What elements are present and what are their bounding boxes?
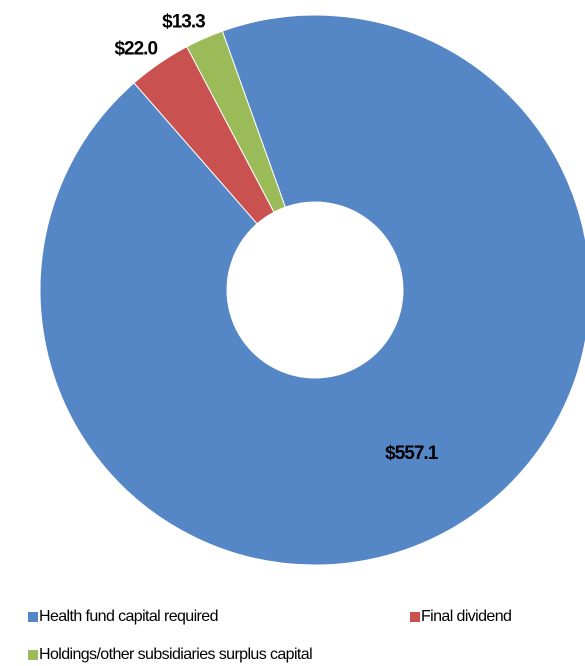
legend-label: Health fund capital required [39,608,218,625]
legend-swatch [410,612,420,622]
data-label: $557.1 [385,443,439,464]
legend-swatch [28,650,38,660]
data-label: $22.0 [114,38,157,59]
legend-swatch [28,612,38,622]
legend-label: Holdings/other subsidiaries surplus capi… [39,646,312,663]
data-label: $13.3 [162,12,205,33]
legend-label: Final dividend [421,608,511,625]
donut-slice [186,30,286,213]
donut-slice [39,14,585,566]
